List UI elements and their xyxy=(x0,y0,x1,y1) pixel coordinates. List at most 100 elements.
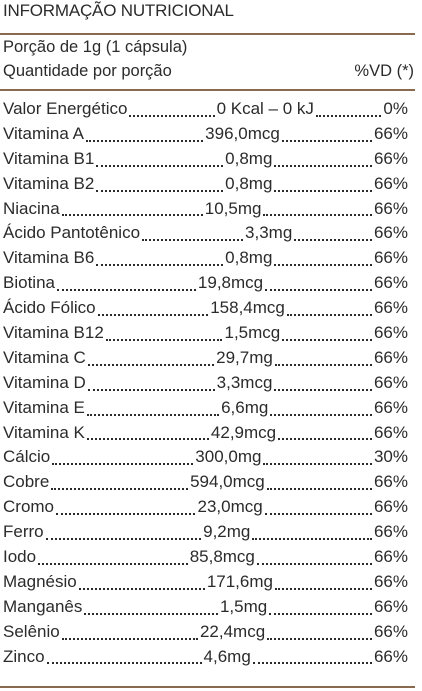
dot-leader xyxy=(87,388,215,391)
nutrient-row: Vitamina B12 1,5mcg 66% xyxy=(3,323,408,348)
nutrient-amount: 158,4mcg xyxy=(210,298,285,318)
nutrient-name: Manganês xyxy=(3,596,83,616)
nutrient-dv: 66% xyxy=(373,223,408,243)
nutrient-dv: 0% xyxy=(383,99,408,118)
dot-leader xyxy=(264,513,372,516)
nutrient-dv: 66% xyxy=(373,472,408,492)
dot-leader xyxy=(267,637,372,640)
nutrient-dv: 66% xyxy=(373,347,408,367)
dot-leader xyxy=(52,463,194,466)
nutrient-row: Cálcio 300,0mg 30% xyxy=(3,447,408,472)
nutrient-row: Vitamina A 396,0mcg 66% xyxy=(3,124,408,149)
nutrient-name: Ferro xyxy=(3,522,44,542)
dot-leader xyxy=(61,637,198,640)
dot-leader xyxy=(281,139,372,142)
nutrient-dv: 66% xyxy=(373,372,408,392)
dot-leader xyxy=(256,562,372,565)
nutrient-amount: 22,4mcg xyxy=(199,621,266,641)
nutrient-row: Cromo 23,0mcg 66% xyxy=(3,497,408,522)
dot-leader xyxy=(286,314,372,317)
nutrient-row: Ácido Fólico 158,4mcg 66% xyxy=(3,298,408,323)
nutrient-name: Ácido Fólico xyxy=(3,298,96,318)
nutrient-name: Vitamina E xyxy=(3,397,85,417)
nutrient-amount: 594,0mcg xyxy=(190,472,265,492)
nutrient-name: Vitamina K xyxy=(3,422,85,442)
dot-leader xyxy=(274,264,372,267)
nutrient-row: Vitamina B6 0,8mg 66% xyxy=(3,248,408,273)
divider xyxy=(0,89,415,91)
nutrient-dv: 66% xyxy=(373,522,408,542)
dot-leader xyxy=(270,413,372,416)
dot-leader xyxy=(129,114,215,117)
dot-leader xyxy=(315,114,382,117)
dot-leader xyxy=(269,612,372,615)
nutrient-name: Iodo xyxy=(3,547,37,567)
divider xyxy=(0,33,415,35)
nutrient-amount: 0 Kcal – 0 kJ xyxy=(216,99,314,118)
dot-leader xyxy=(282,338,372,341)
nutrient-name: Vitamina A xyxy=(3,123,84,143)
nutrient-dv: 66% xyxy=(373,422,408,442)
nutrient-name: Vitamina B2 xyxy=(3,173,95,193)
dot-leader xyxy=(96,264,224,267)
nutrient-amount: 1,5mcg xyxy=(224,323,281,343)
dot-leader xyxy=(263,214,372,217)
nutrient-amount: 1,5mg xyxy=(219,596,268,616)
nutrient-dv: 66% xyxy=(373,198,408,218)
nutrient-amount: 42,9mcg xyxy=(210,422,277,442)
nutrient-amount: 3,3mg xyxy=(245,223,293,243)
nutrient-name: Vitamina B12 xyxy=(3,323,104,343)
nutrient-dv: 66% xyxy=(373,397,408,417)
dot-leader xyxy=(87,363,215,366)
dot-leader xyxy=(56,289,196,292)
nutrient-dv: 66% xyxy=(373,596,408,616)
dot-leader xyxy=(78,587,205,590)
nutrient-name: Cobre xyxy=(3,472,50,492)
dot-leader xyxy=(274,388,372,391)
dot-leader xyxy=(96,189,224,192)
nutrient-dv: 66% xyxy=(373,273,408,293)
dot-leader xyxy=(105,338,223,341)
nutrient-amount: 171,6mg xyxy=(206,571,273,591)
nutrient-row: Iodo 85,8mcg 66% xyxy=(3,547,408,572)
nutrient-row: Vitamina B2 0,8mg 66% xyxy=(3,174,408,199)
nutrient-row: Niacina 10,5mg 66% xyxy=(3,199,408,224)
nutrient-name: Selênio xyxy=(3,621,60,641)
dot-leader xyxy=(252,538,372,541)
nutrient-name: Zinco xyxy=(3,646,45,666)
nutrient-row: Selênio 22,4mcg 66% xyxy=(3,622,408,647)
nutrient-name: Biotina xyxy=(3,273,55,293)
nutrient-row: Vitamina E 6,6mg 66% xyxy=(3,398,408,423)
nutrient-name: Cálcio xyxy=(3,447,51,467)
nutrient-name: Vitamina C xyxy=(3,347,86,367)
nutrient-row: Manganês 1,5mg 66% xyxy=(3,597,408,622)
nutrient-name: Vitamina B6 xyxy=(3,248,95,268)
nutrient-dv: 66% xyxy=(373,298,408,318)
quantity-label: Quantidade por porção xyxy=(3,62,172,80)
nutrient-row: Zinco 4,6mg 66% xyxy=(3,647,408,672)
nutrient-dv: 66% xyxy=(373,123,408,143)
nutrient-row: Cobre 594,0mcg 66% xyxy=(3,472,408,497)
dot-leader xyxy=(274,164,372,167)
dot-leader xyxy=(51,488,189,491)
nutrient-row: Biotina 19,8mcg 66% xyxy=(3,273,408,298)
nutrient-dv: 66% xyxy=(373,547,408,567)
nutrient-dv: 66% xyxy=(373,173,408,193)
nutrient-amount: 9,2mg xyxy=(203,522,251,542)
dot-leader xyxy=(46,662,202,665)
nutrient-table: Valor Energético 0 Kcal – 0 kJ 0% Vitamina … xyxy=(3,99,408,671)
nutrient-name: Niacina xyxy=(3,198,60,218)
nutrient-dv: 66% xyxy=(373,621,408,641)
nutrient-amount: 4,6mg xyxy=(203,646,251,666)
nutrient-row: Vitamina D 3,3mcg 66% xyxy=(3,373,408,398)
dot-leader xyxy=(56,513,196,516)
dot-leader xyxy=(86,413,220,416)
nutrient-row: Ferro 9,2mg 66% xyxy=(3,522,408,547)
dot-leader xyxy=(61,214,203,217)
nutrient-dv: 30% xyxy=(373,447,408,467)
nutrient-row: Vitamina K 42,9mcg 66% xyxy=(3,423,408,448)
nutrient-dv: 66% xyxy=(373,571,408,591)
nutrient-amount: 85,8mcg xyxy=(189,547,255,567)
nutrient-name: Ácido Pantotênico xyxy=(3,223,141,243)
